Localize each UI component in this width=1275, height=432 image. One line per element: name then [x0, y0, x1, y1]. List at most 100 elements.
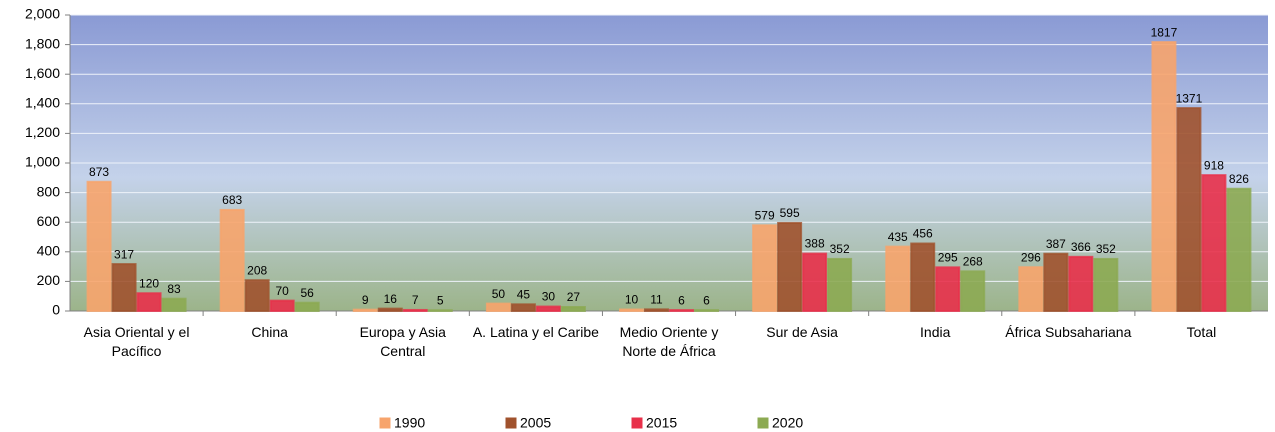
bar [86, 180, 112, 312]
bar [885, 245, 911, 312]
y-tick-label: 600 [37, 213, 61, 229]
bar [427, 309, 453, 313]
value-label: 456 [913, 227, 933, 241]
value-label: 5 [437, 293, 444, 307]
legend-swatch [379, 417, 391, 429]
bar [1226, 187, 1252, 312]
bar [1068, 255, 1094, 312]
value-label: 352 [830, 242, 850, 256]
value-label: 70 [275, 284, 289, 298]
value-label: 120 [139, 276, 159, 290]
legend-swatch [757, 417, 769, 429]
bar [1151, 41, 1177, 312]
value-label: 45 [517, 288, 531, 302]
value-label: 295 [938, 251, 958, 265]
value-label: 50 [492, 287, 506, 301]
bar [960, 270, 986, 312]
value-label: 6 [678, 293, 685, 307]
bar [1018, 266, 1044, 312]
value-label: 387 [1046, 237, 1066, 251]
value-label: 83 [167, 282, 181, 296]
value-label: 352 [1096, 242, 1116, 256]
value-label: 30 [542, 290, 556, 304]
legend-label: 2005 [520, 415, 551, 431]
x-tick-label: Asia Oriental y el Pacífico [83, 324, 190, 359]
bar [694, 309, 719, 312]
bar [560, 306, 586, 312]
bar [910, 242, 936, 312]
bar [644, 308, 669, 313]
value-label: 16 [384, 292, 398, 306]
value-label: 10 [625, 293, 639, 307]
legend-label: 2015 [646, 415, 677, 431]
x-tick-label: India [920, 324, 951, 340]
bar [161, 297, 187, 313]
y-tick-label: 200 [37, 272, 61, 288]
value-label: 6 [703, 293, 710, 307]
value-label: 435 [888, 230, 908, 244]
y-tick-label: 400 [37, 243, 61, 259]
x-tick-label: Europa y Asia Central [359, 324, 446, 359]
bar [510, 303, 536, 312]
legend-swatch [631, 417, 643, 429]
bar [1176, 107, 1202, 313]
value-label: 208 [247, 263, 267, 277]
bar [111, 263, 137, 313]
bar [219, 208, 245, 312]
value-label: 579 [755, 208, 775, 222]
y-tick-label: 1,000 [25, 154, 60, 170]
bar [485, 302, 511, 313]
value-label: 826 [1229, 172, 1249, 186]
value-label: 366 [1071, 240, 1091, 254]
bar [1093, 257, 1119, 312]
x-tick-label: Medio Oriente y Norte de África [619, 324, 719, 359]
value-label: 1371 [1176, 91, 1203, 105]
value-label: 1817 [1151, 25, 1178, 39]
x-tick-label: Sur de Asia [766, 324, 838, 340]
x-tick-label: A. Latina y el Caribe [472, 324, 599, 340]
bar [352, 308, 378, 312]
y-tick-label: 1,800 [25, 35, 60, 51]
bar [294, 301, 320, 313]
value-label: 683 [222, 193, 242, 207]
value-label: 918 [1204, 158, 1224, 172]
y-tick-label: 2,000 [25, 6, 60, 22]
bar [535, 305, 561, 312]
bar [1201, 174, 1227, 312]
bar [669, 309, 694, 312]
y-tick-label: 1,200 [25, 124, 60, 140]
bar [802, 252, 828, 313]
value-label: 873 [89, 165, 109, 179]
value-label: 595 [780, 206, 800, 220]
bar [136, 292, 162, 312]
legend-label: 2020 [772, 415, 803, 431]
value-label: 56 [300, 286, 314, 300]
value-label: 388 [805, 237, 825, 251]
value-label: 11 [650, 293, 663, 307]
bar [935, 266, 961, 312]
value-label: 9 [362, 293, 369, 307]
value-label: 268 [963, 255, 983, 269]
bar [269, 299, 295, 313]
legend-label: 1990 [394, 415, 425, 431]
legend-swatch [505, 417, 517, 429]
y-tick-label: 0 [52, 302, 60, 318]
bar [619, 308, 644, 312]
y-tick-label: 800 [37, 183, 61, 199]
bar [827, 257, 853, 312]
y-tick-label: 1,600 [25, 65, 60, 81]
x-tick-label: África Subsahariana [1005, 324, 1132, 340]
value-label: 27 [567, 290, 581, 304]
value-label: 317 [114, 247, 134, 261]
bar [244, 279, 270, 313]
bar [402, 308, 428, 312]
bar [1043, 252, 1069, 312]
y-tick-label: 1,400 [25, 95, 60, 111]
value-label: 296 [1021, 250, 1041, 264]
bar [377, 307, 403, 312]
bar [752, 224, 778, 312]
x-tick-label: China [251, 324, 288, 340]
value-label: 7 [412, 293, 419, 307]
